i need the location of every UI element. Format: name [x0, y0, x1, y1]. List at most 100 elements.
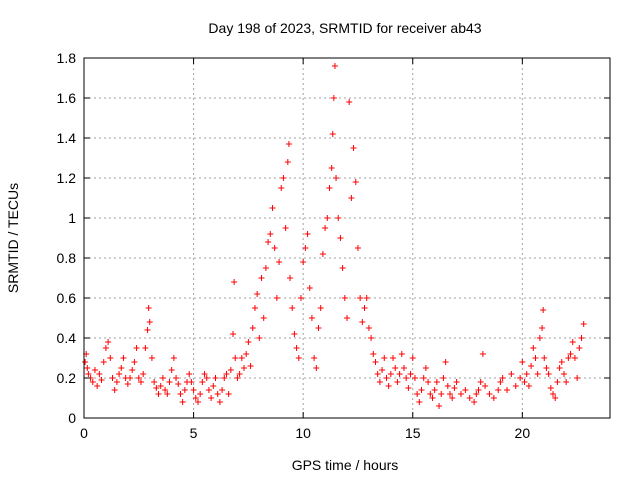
data-point [85, 371, 92, 377]
data-point [326, 185, 333, 191]
x-tick-label: 20 [515, 425, 531, 441]
data-point [523, 371, 530, 377]
data-point [359, 319, 366, 325]
data-point [569, 339, 576, 345]
data-point [129, 367, 136, 373]
data-point [436, 403, 443, 409]
data-point [159, 375, 166, 381]
data-point [431, 387, 438, 393]
data-point [282, 225, 289, 231]
data-point [508, 371, 515, 377]
data-point [319, 251, 326, 257]
data-point [273, 295, 280, 301]
data-point [543, 365, 550, 371]
data-point [333, 175, 340, 181]
data-point [370, 351, 377, 357]
plot-frame [83, 57, 611, 419]
data-point [166, 379, 173, 385]
data-point [82, 359, 89, 365]
data-point [234, 375, 241, 381]
data-point [212, 375, 219, 381]
data-point [381, 355, 388, 361]
data-point [525, 383, 532, 389]
data-point [148, 355, 155, 361]
data-point [427, 391, 434, 397]
data-point [475, 387, 482, 393]
data-point [337, 235, 344, 241]
data-point [245, 339, 252, 345]
y-tick-label: 1.2 [57, 170, 77, 186]
data-point [341, 295, 348, 301]
data-point [300, 259, 307, 265]
data-point [293, 345, 300, 351]
data-point [407, 371, 414, 377]
data-point [350, 145, 357, 151]
data-point [398, 351, 405, 357]
data-point [192, 395, 199, 401]
data-point [240, 365, 247, 371]
data-point [96, 371, 103, 377]
data-point [98, 377, 105, 383]
data-point [124, 381, 131, 387]
data-point [208, 395, 215, 401]
data-point [137, 379, 144, 385]
data-point [414, 391, 421, 397]
data-point [574, 375, 581, 381]
data-point [258, 275, 265, 281]
data-point [84, 365, 91, 371]
data-point [168, 367, 175, 373]
data-point [405, 385, 412, 391]
data-point [315, 325, 322, 331]
data-point [558, 359, 565, 365]
data-point [116, 371, 123, 377]
data-point [416, 399, 423, 405]
data-point [145, 305, 152, 311]
data-point [285, 141, 292, 147]
data-point [365, 325, 372, 331]
data-point [429, 395, 436, 401]
data-point [541, 355, 548, 361]
data-point [418, 387, 425, 393]
data-point [409, 355, 416, 361]
data-point [262, 265, 269, 271]
data-point [329, 131, 336, 137]
data-point [580, 321, 587, 327]
data-point [173, 375, 180, 381]
y-tick-label: 1.4 [57, 130, 77, 146]
data-point [190, 387, 197, 393]
data-point [256, 335, 263, 341]
data-point [260, 315, 267, 321]
data-point [146, 319, 153, 325]
data-point [374, 371, 381, 377]
data-point [311, 355, 318, 361]
data-point [453, 379, 460, 385]
data-point [181, 387, 188, 393]
data-point [335, 215, 342, 221]
data-point [499, 375, 506, 381]
data-point [550, 391, 557, 397]
data-point [230, 331, 237, 337]
data-point [231, 279, 238, 285]
data-point [556, 365, 563, 371]
data-point [221, 375, 228, 381]
data-point [449, 395, 456, 401]
data-point [363, 295, 370, 301]
data-point [379, 367, 386, 373]
data-point [490, 395, 497, 401]
data-point [385, 383, 392, 389]
data-point [425, 379, 432, 385]
data-point [534, 371, 541, 377]
data-point [477, 379, 484, 385]
data-point [142, 345, 149, 351]
y-tick-label: 1 [68, 210, 76, 226]
data-point [232, 355, 239, 361]
data-point [170, 355, 177, 361]
x-tick-label: 0 [80, 425, 88, 441]
data-point [269, 205, 276, 211]
data-point [135, 375, 142, 381]
data-point [188, 379, 195, 385]
data-point [210, 383, 217, 389]
data-point [247, 363, 254, 369]
data-point [482, 383, 489, 389]
data-point [540, 307, 547, 313]
